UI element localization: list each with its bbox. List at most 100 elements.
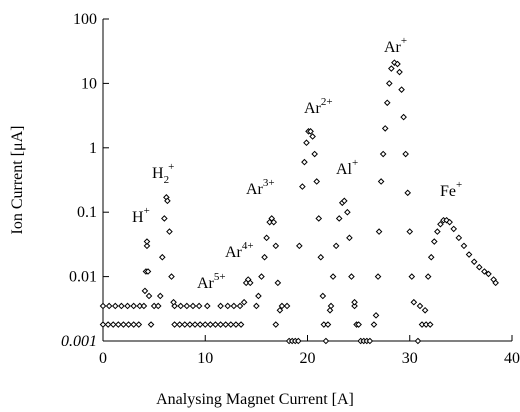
data-point xyxy=(326,306,334,314)
data-point xyxy=(375,228,383,235)
data-point xyxy=(460,242,468,250)
data-point xyxy=(400,113,407,121)
peak-label-sup: 5+ xyxy=(214,271,226,283)
data-point xyxy=(130,302,137,310)
data-point xyxy=(335,215,343,222)
data-point xyxy=(147,321,155,328)
data-point xyxy=(232,321,240,328)
data-point xyxy=(355,321,362,328)
data-point xyxy=(99,321,107,328)
peak-label-sup: + xyxy=(352,157,358,169)
data-point xyxy=(168,273,175,280)
data-point xyxy=(414,337,422,345)
data-point xyxy=(111,302,119,310)
data-point xyxy=(278,302,286,310)
data-point xyxy=(183,302,191,310)
data-point xyxy=(351,302,358,310)
data-point xyxy=(296,242,303,250)
y-tick-label: 1 xyxy=(89,140,97,157)
peak-label: H+ xyxy=(132,205,150,226)
data-point xyxy=(145,292,153,300)
data-point xyxy=(171,321,178,328)
data-point xyxy=(348,273,355,280)
data-point xyxy=(385,80,393,87)
data-point xyxy=(315,215,323,222)
data-point xyxy=(263,234,270,242)
data-point xyxy=(158,253,166,261)
data-point xyxy=(388,65,395,72)
peak-label-text: Al xyxy=(336,161,353,178)
data-point xyxy=(283,302,291,310)
data-point xyxy=(156,292,164,300)
peak-label-sup: 2+ xyxy=(321,96,333,108)
data-point xyxy=(301,158,308,166)
data-point xyxy=(176,321,183,328)
data-point xyxy=(481,268,488,275)
data-point xyxy=(421,306,429,314)
data-point xyxy=(115,321,122,328)
data-point xyxy=(377,178,385,185)
data-point xyxy=(224,302,232,310)
data-point xyxy=(341,197,348,205)
data-point xyxy=(272,321,280,328)
data-point xyxy=(430,238,438,245)
data-point xyxy=(366,337,374,345)
data-point xyxy=(470,258,478,266)
data-point xyxy=(217,321,224,328)
data-point xyxy=(398,86,405,93)
y-tick-label: 0.001 xyxy=(61,333,97,350)
data-point xyxy=(381,125,389,132)
peak-label-sup: 4+ xyxy=(242,240,254,252)
data-point xyxy=(105,302,113,310)
data-point xyxy=(130,321,137,328)
peak-label-text: Ar xyxy=(225,244,243,261)
peak-label: Ar5+ xyxy=(197,271,226,292)
data-point xyxy=(426,321,434,328)
data-point xyxy=(181,321,189,328)
data-point xyxy=(125,321,132,328)
x-axis-label: Analysing Magnet Current [A] xyxy=(156,391,354,408)
data-point xyxy=(372,312,380,319)
data-point xyxy=(170,298,177,306)
y-tick-label: 100 xyxy=(73,11,97,28)
data-point xyxy=(143,242,151,250)
peak-label-text: H xyxy=(152,165,164,182)
data-point xyxy=(450,225,458,233)
data-point xyxy=(191,321,199,328)
data-point xyxy=(109,321,117,328)
data-point xyxy=(240,298,248,306)
data-point xyxy=(346,234,353,242)
data-point xyxy=(416,302,424,310)
data-point xyxy=(161,215,168,222)
data-point xyxy=(410,298,418,306)
data-point xyxy=(177,302,185,310)
peak-label-text: Ar xyxy=(246,181,264,198)
data-point xyxy=(227,321,235,328)
data-point xyxy=(492,279,499,287)
data-point xyxy=(396,68,403,76)
data-point xyxy=(140,302,148,310)
data-point xyxy=(374,273,382,280)
data-point xyxy=(319,292,327,300)
data-point xyxy=(164,197,171,205)
y-axis-label: Ion Current [μA] xyxy=(9,126,26,235)
data-point xyxy=(118,302,125,310)
peak-label: Ar2+ xyxy=(304,96,333,117)
data-point xyxy=(196,321,204,328)
data-point xyxy=(124,302,131,310)
data-point xyxy=(424,273,432,280)
data-point xyxy=(141,287,149,295)
data-point xyxy=(237,321,245,328)
data-point xyxy=(344,208,351,216)
data-point xyxy=(135,321,143,328)
data-point xyxy=(274,279,282,287)
data-point xyxy=(255,292,262,300)
data-point xyxy=(294,337,302,345)
x-tick-label: 20 xyxy=(300,350,316,367)
data-point xyxy=(171,302,178,310)
data-point xyxy=(307,128,314,135)
data-point xyxy=(406,228,414,235)
data-point xyxy=(475,263,483,271)
data-point xyxy=(104,321,112,328)
data-point xyxy=(309,133,316,140)
